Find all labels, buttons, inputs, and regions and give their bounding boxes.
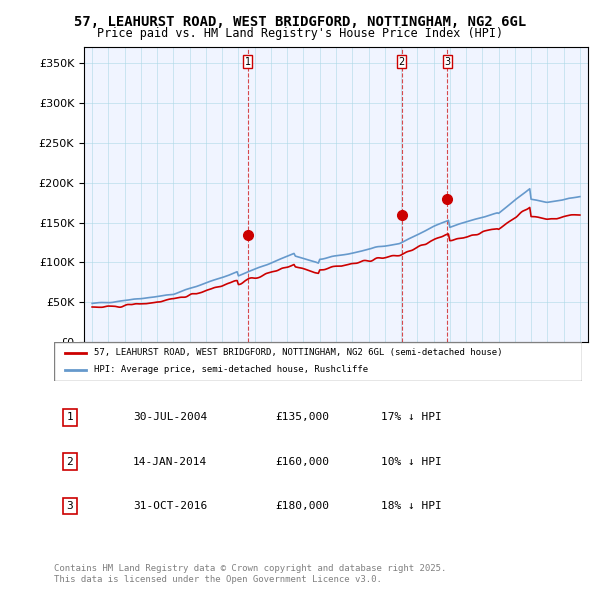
Text: 3: 3 <box>67 501 73 511</box>
Text: 3: 3 <box>444 57 450 67</box>
Text: Contains HM Land Registry data © Crown copyright and database right 2025.: Contains HM Land Registry data © Crown c… <box>54 565 446 573</box>
Text: 14-JAN-2014: 14-JAN-2014 <box>133 457 208 467</box>
Text: 18% ↓ HPI: 18% ↓ HPI <box>382 501 442 511</box>
Text: 2: 2 <box>67 457 73 467</box>
Text: 57, LEAHURST ROAD, WEST BRIDGFORD, NOTTINGHAM, NG2 6GL: 57, LEAHURST ROAD, WEST BRIDGFORD, NOTTI… <box>74 15 526 29</box>
Text: HPI: Average price, semi-detached house, Rushcliffe: HPI: Average price, semi-detached house,… <box>94 365 368 374</box>
Text: 1: 1 <box>67 412 73 422</box>
Text: Price paid vs. HM Land Registry's House Price Index (HPI): Price paid vs. HM Land Registry's House … <box>97 27 503 40</box>
Text: 1: 1 <box>245 57 251 67</box>
Text: 2: 2 <box>398 57 405 67</box>
Text: This data is licensed under the Open Government Licence v3.0.: This data is licensed under the Open Gov… <box>54 575 382 584</box>
Text: £160,000: £160,000 <box>276 457 330 467</box>
Text: 10% ↓ HPI: 10% ↓ HPI <box>382 457 442 467</box>
Text: 57, LEAHURST ROAD, WEST BRIDGFORD, NOTTINGHAM, NG2 6GL (semi-detached house): 57, LEAHURST ROAD, WEST BRIDGFORD, NOTTI… <box>94 349 502 358</box>
Text: £135,000: £135,000 <box>276 412 330 422</box>
Text: 30-JUL-2004: 30-JUL-2004 <box>133 412 208 422</box>
Text: 31-OCT-2016: 31-OCT-2016 <box>133 501 208 511</box>
Text: 17% ↓ HPI: 17% ↓ HPI <box>382 412 442 422</box>
FancyBboxPatch shape <box>54 342 582 381</box>
Text: £180,000: £180,000 <box>276 501 330 511</box>
